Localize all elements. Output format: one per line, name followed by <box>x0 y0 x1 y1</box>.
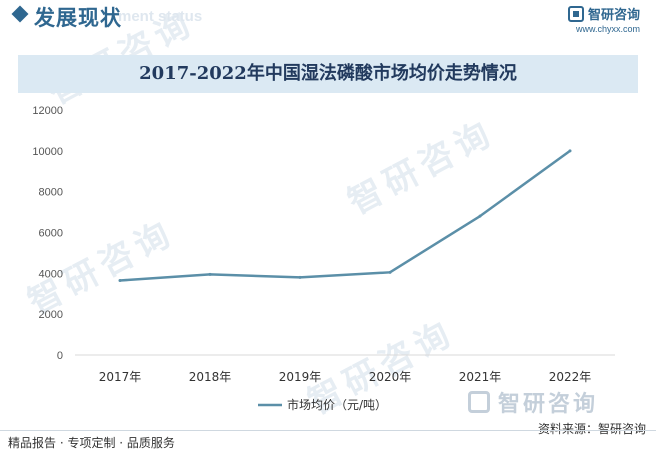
footer-divider <box>0 430 656 431</box>
legend: 市场均价（元/吨） <box>258 397 387 412</box>
y-tick-label: 2000 <box>39 309 63 321</box>
x-tick-label: 2020年 <box>369 370 412 384</box>
data-point <box>208 272 212 276</box>
data-point <box>388 270 392 274</box>
section-title: 发展现状 <box>34 6 122 30</box>
chart-title: 2017-2022年中国湿法磷酸市场均价走势情况 <box>139 63 517 84</box>
logo-url: www.chyxx.com <box>575 24 640 34</box>
header: 发展现状 ment status 智研咨询 www.chyxx.com <box>0 0 656 38</box>
data-point <box>478 214 482 218</box>
x-tick-label: 2021年 <box>459 370 502 384</box>
brand-mark-icon <box>468 391 490 413</box>
source-note: 资料来源：智研咨询 <box>537 422 646 436</box>
y-tick-label: 0 <box>57 350 63 362</box>
x-tick-label: 2018年 <box>189 370 232 384</box>
y-tick-label: 10000 <box>32 146 63 158</box>
x-tick-label: 2017年 <box>99 370 142 384</box>
y-tick-label: 4000 <box>39 268 63 280</box>
watermark-brand: 智研咨询 <box>468 386 598 418</box>
x-tick-label: 2022年 <box>549 370 592 384</box>
x-axis: 2017年 2018年 2019年 2020年 2021年 2022年 <box>75 354 615 384</box>
y-tick-label: 8000 <box>39 187 63 199</box>
data-point <box>568 149 572 153</box>
data-point <box>298 275 302 279</box>
y-axis: 0 2000 4000 6000 8000 10000 12000 <box>32 105 63 362</box>
series-line <box>118 149 572 282</box>
x-tick-label: 2019年 <box>279 370 322 384</box>
watermark-brand-text: 智研咨询 <box>498 392 599 417</box>
footer-tagline: 精品报告 · 专项定制 · 品质服务 <box>8 436 175 450</box>
logo: 智研咨询 www.chyxx.com <box>567 4 640 34</box>
logo-name: 智研咨询 <box>587 8 640 23</box>
section-subtitle: ment status <box>118 8 203 25</box>
y-tick-label: 12000 <box>32 105 63 117</box>
data-point <box>118 278 122 282</box>
logo-icon <box>567 5 584 22</box>
y-tick-label: 6000 <box>39 228 63 240</box>
chart-title-banner: 2017-2022年中国湿法磷酸市场均价走势情况 <box>18 55 638 93</box>
series <box>118 149 572 282</box>
legend-label: 市场均价（元/吨） <box>287 397 387 412</box>
